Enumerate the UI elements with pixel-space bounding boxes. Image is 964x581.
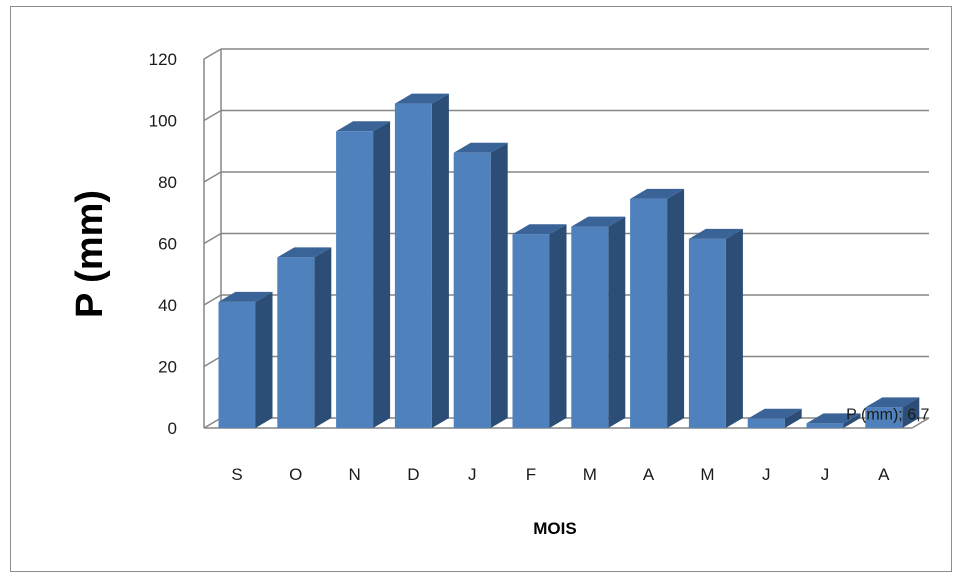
chart-frame: 0 20 40 60 80 100 120 S O N D J F M A M J J A P (mm); 6,7…: [10, 6, 952, 572]
bar: [277, 247, 332, 428]
gridline-depth: [203, 417, 222, 429]
gridline-depth: [203, 232, 222, 245]
gridline-depth: [203, 109, 222, 122]
bars: [218, 93, 920, 429]
bar-front: [277, 257, 315, 428]
bar-front: [688, 238, 726, 428]
x-tick-label: J: [762, 465, 771, 484]
bar-side: [490, 142, 508, 428]
bar-top: [688, 228, 743, 239]
bar-side: [431, 93, 449, 429]
bar-side: [549, 224, 567, 428]
bar-side: [725, 228, 743, 428]
bar-front: [394, 103, 432, 429]
bar-side: [784, 408, 802, 428]
bar: [218, 291, 273, 428]
x-tick-label: N: [348, 465, 360, 484]
y-tick-label: 20: [158, 358, 177, 377]
bar-top: [336, 121, 391, 132]
bar-front: [336, 131, 374, 428]
bar-side: [843, 413, 861, 428]
bar-side: [373, 121, 391, 428]
bar-front: [747, 418, 785, 428]
y-tick-label: 120: [149, 50, 177, 69]
x-tick-label: M: [700, 465, 714, 484]
bar: [512, 224, 567, 428]
bar-top: [865, 397, 920, 408]
bar-top: [394, 93, 449, 104]
y-tick-label: 0: [168, 419, 177, 438]
x-tick-label: J: [468, 465, 477, 484]
bar-front: [806, 423, 844, 428]
gridline-depth: [203, 48, 222, 60]
bar-top: [453, 142, 508, 153]
gridline-depth: [203, 171, 222, 183]
bar: [865, 397, 920, 428]
bar: [336, 121, 391, 428]
x-tick-label: J: [821, 465, 830, 484]
bar-side: [608, 216, 626, 428]
bar-top: [512, 224, 567, 235]
y-tick-label: 100: [149, 112, 177, 131]
bar-top: [806, 413, 861, 424]
bar-side: [255, 291, 273, 428]
x-tick-label: A: [643, 465, 655, 484]
floor-edge: [911, 417, 930, 429]
x-tick-label: A: [878, 465, 890, 484]
x-tick-label: F: [526, 465, 536, 484]
bar-front: [865, 407, 903, 428]
y-axis-title: P (mm): [69, 190, 111, 318]
gridline-depth: [203, 294, 222, 306]
bar: [630, 188, 685, 428]
bar: [453, 142, 508, 428]
y-tick-label: 60: [158, 235, 177, 254]
bar-top: [747, 408, 802, 419]
gridline-depth: [203, 355, 222, 368]
y-tick-label: 40: [158, 296, 177, 315]
x-tick-label: M: [583, 465, 597, 484]
bar-front: [571, 226, 609, 428]
bar: [747, 408, 802, 428]
y-tick-label: 80: [158, 173, 177, 192]
x-tick-label: S: [231, 465, 242, 484]
data-label: P (mm); 6,7: [846, 406, 929, 423]
y-axis-ticks: 0 20 40 60 80 100 120: [149, 50, 177, 438]
bar-top: [218, 291, 273, 302]
bar: [394, 93, 449, 429]
bar-front: [512, 234, 550, 428]
bar-top: [277, 247, 332, 258]
bar-side: [667, 188, 685, 428]
bar: [688, 228, 743, 428]
bar-side: [902, 397, 920, 428]
bar: [806, 413, 861, 428]
bar-front: [630, 198, 668, 428]
x-axis-title: MOIS: [533, 519, 576, 538]
bar-front: [218, 301, 256, 428]
annotations: P (mm); 6,7: [846, 406, 929, 423]
bar-front: [453, 152, 491, 428]
bar: [571, 216, 626, 428]
bar-top: [571, 216, 626, 227]
bar-side: [314, 247, 332, 428]
x-tick-label: O: [289, 465, 302, 484]
x-tick-label: D: [407, 465, 419, 484]
bar-top: [630, 188, 685, 199]
bar-chart: 0 20 40 60 80 100 120 S O N D J F M A M J J A P (mm); 6,7…: [69, 48, 930, 538]
